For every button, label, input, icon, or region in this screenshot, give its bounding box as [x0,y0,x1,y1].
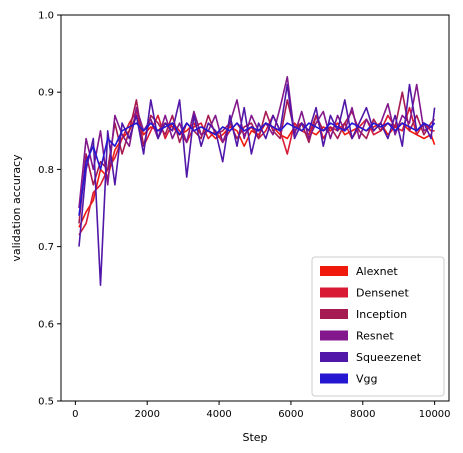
x-tick-label: 8000 [350,409,375,420]
x-axis-ticks: 0 2000 4000 6000 8000 10000 [72,401,451,420]
legend-label-squeezenet: Squeezenet [356,351,422,364]
legend-swatch-alexnet [320,266,348,276]
legend-label-vgg: Vgg [356,373,378,386]
x-tick-label: 0 [72,409,78,420]
legend-swatch-inception [320,309,348,319]
x-axis-label: Step [242,431,267,444]
legend-label-densenet: Densenet [356,287,409,300]
legend-swatch-resnet [320,330,348,341]
y-tick-label: 0.6 [38,319,54,330]
series-layer [78,76,436,286]
legend-swatch-vgg [320,373,348,384]
y-axis-label: validation accuracy [10,154,23,262]
x-tick-label: 6000 [278,409,303,420]
x-tick-label: 4000 [206,409,231,420]
y-tick-label: 0.8 [38,165,54,176]
legend-swatch-densenet [320,287,348,298]
legend: Alexnet Densenet Inception Resnet Squeezenet… [311,256,445,397]
legend-label-inception: Inception [356,308,407,321]
x-tick-label: 10000 [419,409,451,420]
legend-label-alexnet: Alexnet [356,265,398,278]
plot-frame [60,14,450,402]
legend-label-resnet: Resnet [356,330,394,343]
x-tick-label: 2000 [134,409,159,420]
series-line-vgg [78,122,436,216]
legend-swatch-squeezenet [320,352,348,362]
y-tick-label: 0.7 [38,242,54,253]
y-tick-label: 1.0 [38,11,54,22]
y-axis-ticks: 0.5 0.6 0.7 0.8 0.9 1.0 [38,11,61,408]
y-tick-label: 0.5 [38,397,54,408]
y-tick-label: 0.9 [38,88,54,99]
